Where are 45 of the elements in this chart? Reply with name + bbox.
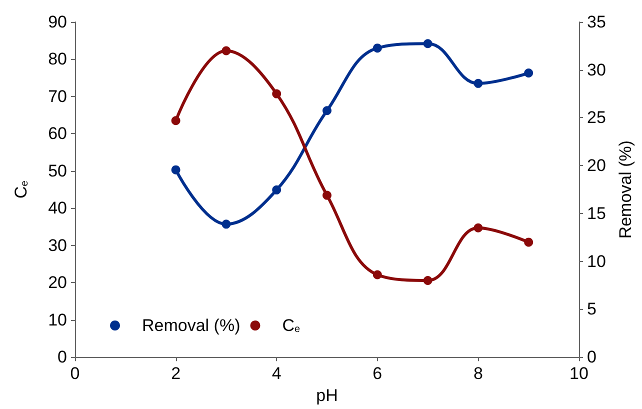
- point: [474, 78, 483, 88]
- point: [222, 220, 231, 229]
- y2-tick-label: 25: [587, 108, 606, 128]
- y2-tick-label: 15: [587, 204, 606, 223]
- point: [524, 68, 534, 78]
- y2-axis-title: Removal (%): [616, 140, 635, 239]
- x-tick-label: 2: [171, 364, 181, 384]
- y2-tick-label: 0: [587, 348, 596, 367]
- x-axis-title: pH: [316, 386, 338, 405]
- point: [372, 44, 382, 53]
- y-tick-label: 70: [48, 86, 67, 106]
- x-tick-label: 6: [372, 364, 382, 384]
- y-tick-label: 0: [58, 348, 67, 367]
- x-tick-label: 8: [473, 364, 483, 384]
- x-tick-label: 4: [272, 364, 282, 384]
- point: [272, 185, 282, 194]
- point: [171, 165, 180, 174]
- point: [322, 106, 332, 116]
- point: [524, 238, 534, 247]
- point: [423, 276, 432, 286]
- y2-tick-label: 5: [587, 300, 596, 319]
- y-tick-label: 20: [48, 273, 67, 292]
- y-tick-label: 40: [48, 198, 67, 218]
- y-tick-label: 60: [48, 124, 67, 144]
- point: [423, 39, 432, 48]
- y2-tick-label: 30: [587, 60, 606, 80]
- y2-tick-label: 20: [587, 156, 606, 176]
- point: [272, 89, 282, 98]
- y-tick-label: 90: [48, 12, 67, 32]
- y-axis-title: Ce: [12, 180, 30, 198]
- point: [171, 116, 180, 126]
- point: [222, 46, 231, 56]
- legend-label: Ce: [282, 316, 301, 335]
- y-tick-label: 80: [48, 50, 67, 69]
- point: [322, 190, 332, 200]
- y-tick-label: 50: [48, 161, 67, 180]
- y2-tick-label: 35: [587, 12, 606, 32]
- x-tick-label: 0: [70, 364, 80, 384]
- y2-tick-label: 10: [587, 252, 606, 271]
- point: [474, 223, 483, 232]
- legend-label: Removal (%): [142, 316, 240, 335]
- y-tick-label: 30: [48, 236, 67, 255]
- x-tick-label: 10: [570, 364, 588, 384]
- point: [372, 270, 382, 280]
- y-tick-label: 10: [48, 310, 67, 330]
